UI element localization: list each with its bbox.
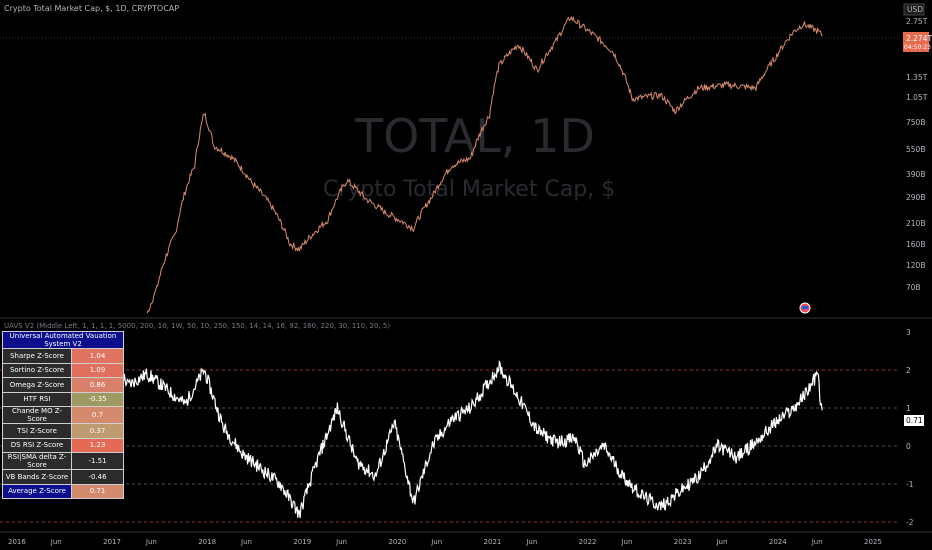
watermark-ticker: TOTAL, 1D	[354, 109, 595, 163]
watermark-name: Crypto Total Market Cap, $	[323, 177, 615, 202]
currency-label: USD	[907, 5, 923, 14]
table-header-row: Universal Automated Vauation System V2	[2, 331, 124, 349]
table-title: Universal Automated Vauation System V2	[2, 331, 124, 349]
table-average-row: Average Z-Score 0.71	[2, 483, 124, 499]
indicator-axis-label: 2	[906, 366, 911, 375]
event-flag-stripe	[802, 306, 808, 309]
time-axis-label: 2022	[579, 538, 597, 546]
indicator-series-line	[13, 343, 823, 519]
table-row: DS RSI Z-Score 1.23	[2, 437, 124, 453]
table-row: HTF RSI -0.35	[2, 391, 124, 407]
table-value-cell: -0.46	[71, 469, 124, 485]
time-axis-label: 2018	[198, 538, 216, 546]
price-axis-label: 290B	[906, 193, 925, 202]
table-row: TSI Z-Score 0.37	[2, 423, 124, 439]
price-axis-label: 70B	[906, 283, 921, 292]
table-value-cell: -1.51	[71, 452, 124, 470]
time-axis: 2016 Jun 2017 Jun 2018 Jun 2019 Jun 2020 Jun 2021 J…	[8, 538, 882, 546]
price-axis-label: 1.35T	[906, 73, 928, 82]
indicator-axis-label: 1	[906, 404, 911, 413]
time-axis-label: 2021	[484, 538, 502, 546]
table-label-cell: Sharpe Z-Score	[2, 348, 72, 364]
indicator-params: UAVS V2 (Middle Left, 1, 1, 1, 1, 5000, …	[4, 322, 390, 330]
price-axis-label: 1.05T	[906, 93, 928, 102]
table-label-cell: TSI Z-Score	[2, 423, 72, 439]
price-axis-label: 390B	[906, 170, 925, 179]
table-row: RSI|SMA delta Z-Score -1.51	[2, 452, 124, 470]
time-axis-label: Jun	[240, 538, 252, 546]
table-label-cell: DS RSI Z-Score	[2, 437, 72, 453]
time-axis-label: Jun	[620, 538, 632, 546]
table-row: Chande MO Z-Score 0.7	[2, 406, 124, 424]
table-label-cell: Sortino Z-Score	[2, 362, 72, 378]
time-axis-label: Jun	[525, 538, 537, 546]
time-axis-label: 2023	[674, 538, 692, 546]
table-value-cell: 1.04	[71, 348, 124, 364]
time-axis-label: 2016	[8, 538, 26, 546]
table-row: Sharpe Z-Score 1.04	[2, 348, 124, 364]
time-axis-label: Jun	[50, 538, 62, 546]
price-axis-label: 120B	[906, 261, 925, 270]
indicator-last-value: 0.71	[906, 416, 923, 425]
table-label-cell: Chande MO Z-Score	[2, 406, 72, 424]
indicator-last-tag	[904, 415, 924, 426]
symbol-title: Crypto Total Market Cap, $, 1D, CRYPTOCA…	[4, 4, 179, 13]
table-value-cell: 1.09	[71, 362, 124, 378]
time-axis-label: 2025	[864, 538, 882, 546]
indicator-axis: 3 2 1 0 -1 -2	[906, 328, 914, 527]
time-axis-label: Jun	[811, 538, 823, 546]
countdown: 04:50:23	[904, 44, 931, 51]
table-label-cell: Omega Z-Score	[2, 377, 72, 393]
time-axis-label: 2024	[769, 538, 787, 546]
time-axis-label: Jun	[335, 538, 347, 546]
price-axis-label: 160B	[906, 240, 925, 249]
table-row: VB Bands Z-Score -0.46	[2, 469, 124, 485]
time-axis-label: Jun	[430, 538, 442, 546]
table-value-cell: 0.37	[71, 423, 124, 439]
price-series-line	[146, 15, 823, 314]
price-axis-label: 210B	[906, 219, 925, 228]
indicator-axis-label: -2	[906, 518, 914, 527]
valuation-table: Universal Automated Vauation System V2 S…	[2, 331, 124, 499]
time-axis-label: 2020	[388, 538, 406, 546]
table-label-cell: RSI|SMA delta Z-Score	[2, 452, 72, 470]
price-axis-label: 750B	[906, 118, 925, 127]
table-row: Omega Z-Score 0.86	[2, 377, 124, 393]
indicator-axis-label: 3	[906, 328, 911, 337]
reference-lines	[0, 369, 900, 523]
time-axis-label: 2019	[293, 538, 311, 546]
table-label-cell: Average Z-Score	[2, 483, 72, 499]
time-axis-label: 2017	[103, 538, 121, 546]
time-axis-label: Jun	[145, 538, 157, 546]
table-value-cell: 0.7	[71, 406, 124, 424]
table-value-cell: 1.23	[71, 437, 124, 453]
table-label-cell: VB Bands Z-Score	[2, 469, 72, 485]
indicator-axis-label: -1	[906, 480, 914, 489]
table-label-cell: HTF RSI	[2, 391, 72, 407]
currency-button[interactable]	[903, 3, 925, 16]
price-axis-label: 550B	[906, 145, 925, 154]
price-axis-label: 2.75T	[906, 17, 928, 26]
last-price-tag	[903, 32, 929, 52]
table-row: Sortino Z-Score 1.09	[2, 362, 124, 378]
indicator-axis-label: 0	[906, 442, 911, 451]
last-price-value: 2.274T	[906, 34, 932, 43]
table-value-cell: -0.35	[71, 391, 124, 407]
time-axis-label: Jun	[716, 538, 728, 546]
price-axis: 2.75T 1.35T 1.05T 750B 550B 390B 290B 210B 160B 1…	[906, 17, 928, 292]
table-value-cell: 0.71	[71, 483, 124, 499]
table-value-cell: 0.86	[71, 377, 124, 393]
